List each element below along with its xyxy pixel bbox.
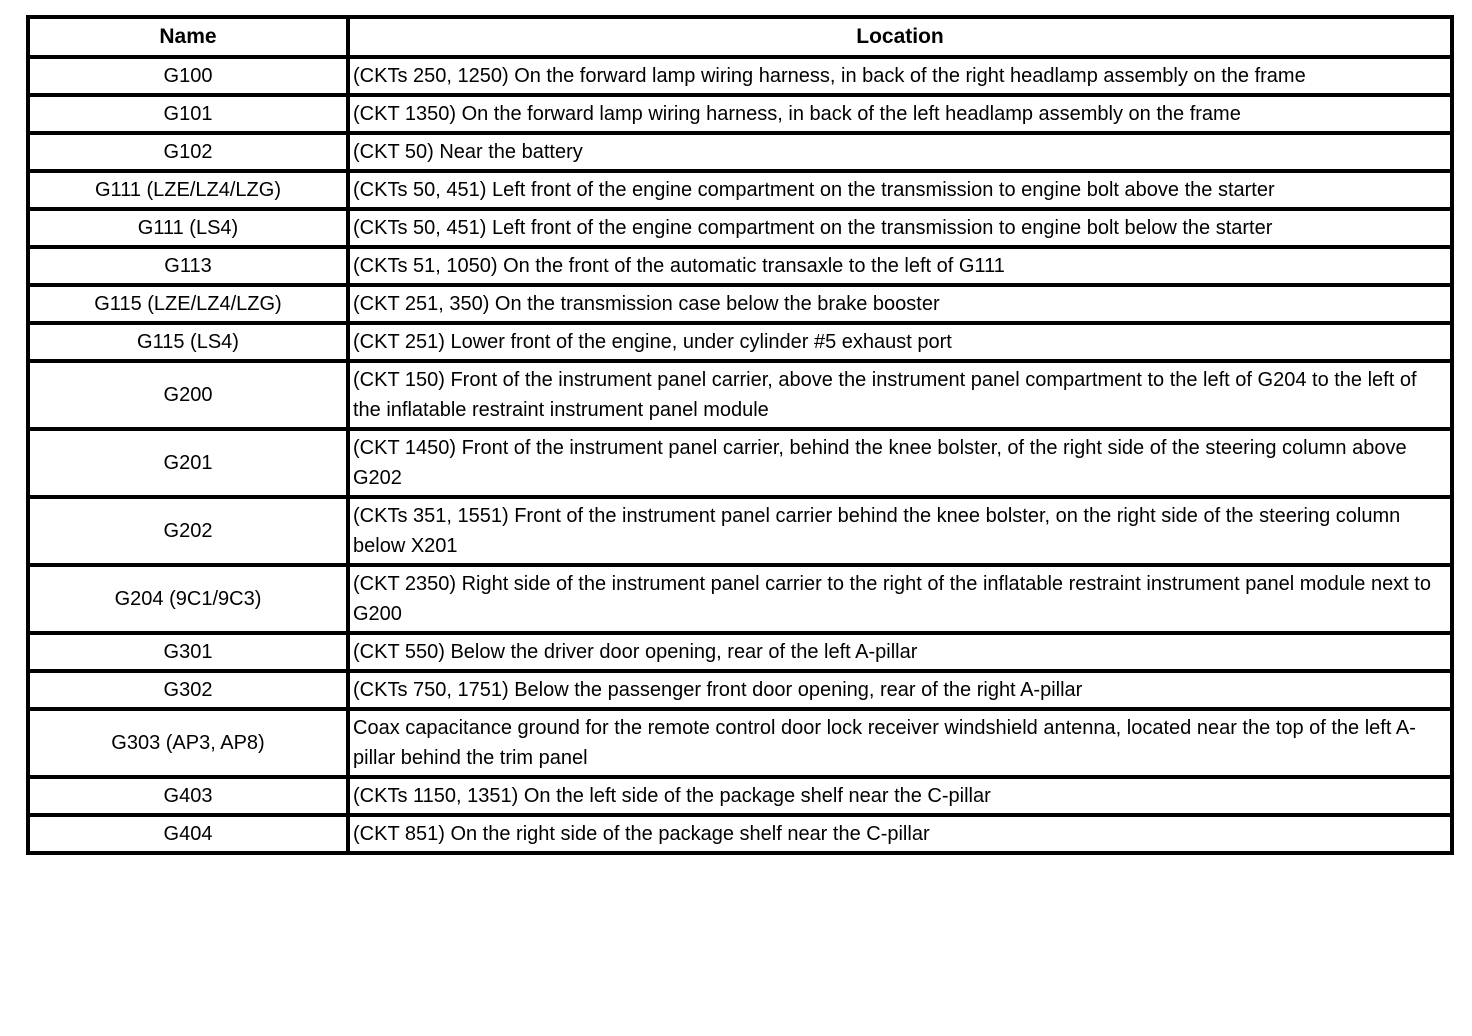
ground-name-cell: G404 [26,813,350,855]
ground-locations-table: Name Location G100 (CKTs 250, 1250) On t… [26,15,1454,855]
ground-location-cell: (CKTs 51, 1050) On the front of the auto… [346,245,1454,287]
ground-name-cell: G115 (LS4) [26,321,350,363]
ground-location-cell: (CKT 50) Near the battery [346,131,1454,173]
ground-name-cell: G111 (LS4) [26,207,350,249]
table-row: G101 (CKT 1350) On the forward lamp wiri… [26,93,1454,135]
table-row: G111 (LZE/LZ4/LZG) (CKTs 50, 451) Left f… [26,169,1454,211]
ground-location-cell: (CKT 2350) Right side of the instrument … [346,563,1454,635]
ground-name-cell: G113 [26,245,350,287]
table-row: G100 (CKTs 250, 1250) On the forward lam… [26,55,1454,97]
ground-location-cell: (CKT 851) On the right side of the packa… [346,813,1454,855]
table-row: G301 (CKT 550) Below the driver door ope… [26,631,1454,673]
ground-location-cell: (CKTs 351, 1551) Front of the instrument… [346,495,1454,567]
ground-location-cell: (CKTs 50, 451) Left front of the engine … [346,169,1454,211]
ground-location-cell: (CKT 1450) Front of the instrument panel… [346,427,1454,499]
ground-location-cell: (CKT 251) Lower front of the engine, und… [346,321,1454,363]
table-row: G303 (AP3, AP8) Coax capacitance ground … [26,707,1454,779]
table-row: G202 (CKTs 351, 1551) Front of the instr… [26,495,1454,567]
table-header-row: Name Location [26,15,1454,59]
table-row: G302 (CKTs 750, 1751) Below the passenge… [26,669,1454,711]
ground-name-cell: G115 (LZE/LZ4/LZG) [26,283,350,325]
ground-location-cell: Coax capacitance ground for the remote c… [346,707,1454,779]
ground-location-cell: (CKTs 750, 1751) Below the passenger fro… [346,669,1454,711]
ground-name-cell: G301 [26,631,350,673]
ground-name-cell: G101 [26,93,350,135]
table-row: G115 (LZE/LZ4/LZG) (CKT 251, 350) On the… [26,283,1454,325]
table-body: G100 (CKTs 250, 1250) On the forward lam… [26,55,1454,855]
table-row: G111 (LS4) (CKTs 50, 451) Left front of … [26,207,1454,249]
ground-location-cell: (CKTs 50, 451) Left front of the engine … [346,207,1454,249]
ground-name-cell: G111 (LZE/LZ4/LZG) [26,169,350,211]
ground-location-cell: (CKT 550) Below the driver door opening,… [346,631,1454,673]
column-header-name: Name [26,15,350,59]
ground-name-cell: G403 [26,775,350,817]
table-row: G204 (9C1/9C3) (CKT 2350) Right side of … [26,563,1454,635]
ground-name-cell: G201 [26,427,350,499]
ground-name-cell: G303 (AP3, AP8) [26,707,350,779]
ground-location-cell: (CKT 150) Front of the instrument panel … [346,359,1454,431]
table-row: G200 (CKT 150) Front of the instrument p… [26,359,1454,431]
ground-location-cell: (CKT 251, 350) On the transmission case … [346,283,1454,325]
column-header-location: Location [346,15,1454,59]
table-row: G113 (CKTs 51, 1050) On the front of the… [26,245,1454,287]
table-row: G403 (CKTs 1150, 1351) On the left side … [26,775,1454,817]
ground-name-cell: G102 [26,131,350,173]
ground-location-cell: (CKTs 1150, 1351) On the left side of th… [346,775,1454,817]
ground-name-cell: G100 [26,55,350,97]
table-row: G201 (CKT 1450) Front of the instrument … [26,427,1454,499]
table-row: G102 (CKT 50) Near the battery [26,131,1454,173]
table-row: G404 (CKT 851) On the right side of the … [26,813,1454,855]
table-row: G115 (LS4) (CKT 251) Lower front of the … [26,321,1454,363]
ground-name-cell: G204 (9C1/9C3) [26,563,350,635]
ground-location-cell: (CKT 1350) On the forward lamp wiring ha… [346,93,1454,135]
ground-name-cell: G202 [26,495,350,567]
ground-name-cell: G302 [26,669,350,711]
ground-location-cell: (CKTs 250, 1250) On the forward lamp wir… [346,55,1454,97]
ground-name-cell: G200 [26,359,350,431]
